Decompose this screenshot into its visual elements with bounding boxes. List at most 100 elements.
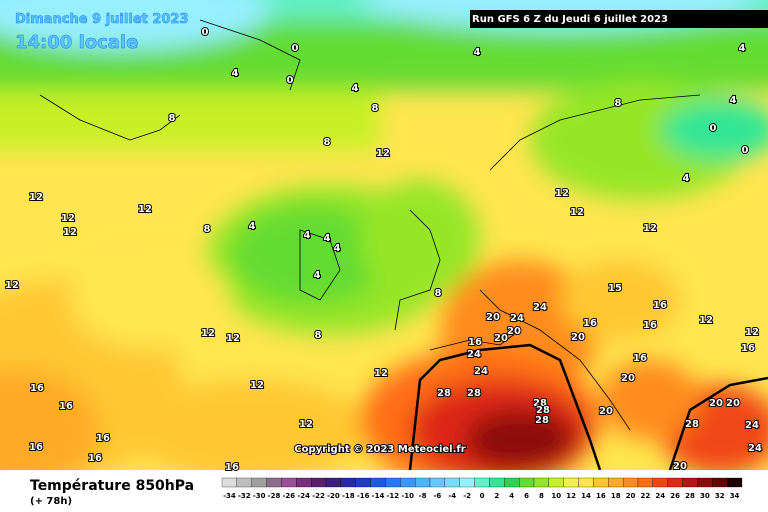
scale-swatch bbox=[459, 477, 475, 488]
contour-label: 12 bbox=[745, 327, 759, 338]
contour-label: 12 bbox=[61, 213, 75, 224]
footer-title: Température 850hPa bbox=[30, 478, 194, 494]
scale-swatch bbox=[385, 477, 401, 488]
scale-swatch bbox=[340, 477, 356, 488]
scale-label: -18 bbox=[342, 492, 355, 500]
contour-label: 16 bbox=[643, 320, 657, 331]
contour-label: 12 bbox=[201, 328, 215, 339]
scale-swatch bbox=[667, 477, 683, 488]
contour-label: 20 bbox=[726, 398, 740, 409]
scale-label: 6 bbox=[524, 492, 529, 500]
contour-label: 4 bbox=[249, 221, 256, 232]
contour-label: 4 bbox=[314, 270, 321, 281]
scale-label: -32 bbox=[238, 492, 251, 500]
scale-swatch bbox=[608, 477, 624, 488]
scale-swatch bbox=[563, 477, 579, 488]
contour-label: 28 bbox=[535, 415, 549, 426]
contour-label: 28 bbox=[437, 388, 451, 399]
scale-swatch bbox=[533, 477, 550, 488]
contour-label: 8 bbox=[435, 288, 442, 299]
contour-label: 24 bbox=[474, 366, 488, 377]
contour-label: 20 bbox=[486, 312, 500, 323]
contour-label: 0 bbox=[742, 145, 749, 156]
lead-time: (+ 78h) bbox=[30, 496, 72, 507]
contour-label: 28 bbox=[536, 405, 550, 416]
contour-label: 4 bbox=[304, 230, 311, 241]
scale-swatch bbox=[622, 477, 639, 488]
scale-label: 8 bbox=[539, 492, 544, 500]
contour-label: 24 bbox=[467, 349, 481, 360]
contour-label: 8 bbox=[615, 98, 622, 109]
scale-label: -34 bbox=[223, 492, 236, 500]
scale-label: 32 bbox=[715, 492, 725, 500]
scale-swatch bbox=[414, 477, 431, 488]
scale-label: -22 bbox=[312, 492, 325, 500]
contour-label: 8 bbox=[372, 103, 379, 114]
scale-label: -2 bbox=[463, 492, 471, 500]
heat-contour bbox=[408, 343, 768, 470]
copyright: Copyright © 2023 Meteociel.fr bbox=[294, 444, 465, 455]
scale-label: 0 bbox=[480, 492, 485, 500]
scale-label: 18 bbox=[611, 492, 621, 500]
scale-label: -8 bbox=[419, 492, 427, 500]
scale-label: 26 bbox=[670, 492, 680, 500]
contour-label: 12 bbox=[555, 188, 569, 199]
contour-label: 16 bbox=[468, 337, 482, 348]
scale-swatch bbox=[489, 477, 505, 488]
contour-label: 0 bbox=[287, 75, 294, 86]
scale-label: -24 bbox=[297, 492, 310, 500]
coastlines bbox=[39, 19, 701, 431]
scale-swatch bbox=[712, 477, 728, 488]
scale-label: 12 bbox=[566, 492, 576, 500]
scale-swatch bbox=[548, 477, 564, 488]
scale-swatch bbox=[400, 477, 416, 488]
scale-label: 2 bbox=[494, 492, 499, 500]
scale-swatch bbox=[325, 477, 342, 488]
contour-label: 0 bbox=[202, 27, 209, 38]
contour-label: 28 bbox=[533, 398, 547, 409]
contour-label: 16 bbox=[96, 433, 110, 444]
scale-swatch bbox=[637, 477, 654, 488]
contour-label: 4 bbox=[739, 43, 746, 54]
scale-swatch bbox=[281, 477, 297, 488]
contour-label: 16 bbox=[29, 442, 43, 453]
scale-label: -4 bbox=[448, 492, 456, 500]
contour-label: 28 bbox=[685, 419, 699, 430]
scale-swatch bbox=[504, 477, 520, 488]
contour-label: 8 bbox=[324, 137, 331, 148]
scale-swatch bbox=[726, 477, 743, 488]
scale-label: -12 bbox=[387, 492, 400, 500]
scale-label: 16 bbox=[596, 492, 606, 500]
run-info: Run GFS 6 Z du Jeudi 6 juillet 2023 bbox=[472, 14, 668, 25]
contour-label: 24 bbox=[748, 443, 762, 454]
scale-swatch bbox=[296, 477, 312, 488]
contour-label: 24 bbox=[533, 302, 547, 313]
contour-label: 12 bbox=[5, 280, 19, 291]
contour-label: 12 bbox=[376, 148, 390, 159]
contour-label: 20 bbox=[494, 333, 508, 344]
scale-label: -30 bbox=[253, 492, 266, 500]
forecast-date: Dimanche 9 juillet 2023 bbox=[15, 12, 189, 27]
contour-label: 16 bbox=[633, 353, 647, 364]
scale-swatch bbox=[355, 477, 371, 488]
contour-label: 16 bbox=[583, 318, 597, 329]
scale-label: 4 bbox=[509, 492, 514, 500]
contour-label: 20 bbox=[507, 326, 521, 337]
color-scale: -34 -32 -30 -28 -26 -24 -22 -20 -18 -16 -14 -12 -10-… bbox=[221, 477, 743, 500]
contour-label: 12 bbox=[63, 227, 77, 238]
contour-label: 4 bbox=[352, 83, 359, 94]
contour-label: 12 bbox=[374, 368, 388, 379]
contour-label: 8 bbox=[315, 330, 322, 341]
scale-label: -26 bbox=[283, 492, 296, 500]
contour-label: 12 bbox=[643, 223, 657, 234]
scale-swatch bbox=[444, 477, 460, 488]
contour-label: 16 bbox=[741, 343, 755, 354]
contour-label: 20 bbox=[673, 461, 687, 472]
contour-label: 12 bbox=[570, 207, 584, 218]
forecast-time: 14:00 locale bbox=[15, 32, 138, 53]
scale-swatch bbox=[429, 477, 446, 488]
scale-label: 10 bbox=[551, 492, 561, 500]
